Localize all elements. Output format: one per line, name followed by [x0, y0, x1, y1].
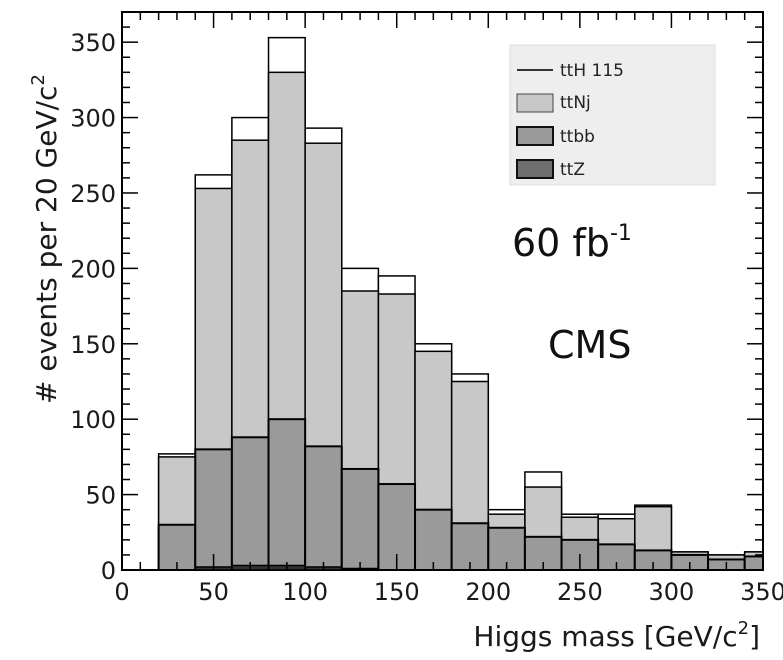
legend-swatch-ttbb: [516, 126, 554, 146]
x-tick-label: 150: [374, 578, 420, 606]
x-tick-label: 250: [557, 578, 603, 606]
legend: ttH 115 ttNj ttbb ttZ: [509, 44, 716, 186]
legend-label-tth: ttH 115: [560, 61, 624, 81]
legend-label-ttbb: ttbb: [560, 127, 595, 147]
x-tick-label: 350: [740, 578, 783, 606]
x-tick-label: 50: [198, 578, 229, 606]
legend-swatch-ttnj: [516, 93, 554, 113]
y-tick-label: 150: [70, 331, 116, 359]
bar-ttbb-bin-16: [743, 555, 765, 571]
bar-ttbb-bin-2: [230, 436, 270, 572]
x-tick-label: 100: [282, 578, 328, 606]
y-tick-label: 0: [101, 557, 116, 585]
y-tick-label: 250: [70, 180, 116, 208]
legend-label-ttnj: ttNj: [560, 93, 591, 113]
bar-ttbb-bin-3: [267, 418, 307, 571]
y-tick-label: 50: [85, 482, 116, 510]
legend-swatch-ttz: [516, 159, 554, 179]
x-axis-title: Higgs mass [GeV/c2]: [473, 618, 760, 653]
bar-ttbb-bin-1: [194, 448, 233, 571]
y-tick-label: 100: [70, 406, 116, 434]
y-axis-title: # events per 20 GeV/c2: [28, 74, 63, 404]
x-tick-label: 200: [465, 578, 511, 606]
bar-ttbb-bin-4: [304, 445, 343, 572]
x-tick-label: 300: [649, 578, 695, 606]
y-tick-label: 200: [70, 255, 116, 283]
axes: 0 50 100 150 200 250 300 350 0 50 100 150 200 250 300 3…: [70, 11, 783, 606]
bar-ttbb-bin-7: [414, 508, 453, 572]
experiment-label: CMS: [548, 323, 631, 367]
luminosity-annotation: 60 fb-1: [512, 221, 632, 265]
x-tick-label: 0: [114, 578, 129, 606]
legend-label-ttz: ttZ: [560, 160, 585, 180]
y-tick-label: 350: [70, 29, 116, 57]
bar-ttbb-bin-5: [340, 467, 380, 571]
y-tick-label: 300: [70, 105, 116, 133]
